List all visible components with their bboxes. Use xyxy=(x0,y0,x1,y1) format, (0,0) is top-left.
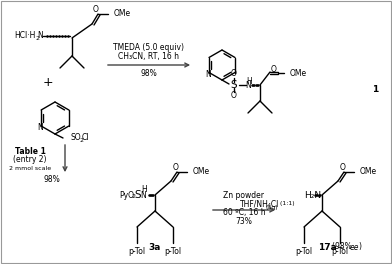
Text: ee: ee xyxy=(350,243,359,252)
Text: p-Tol: p-Tol xyxy=(332,247,348,256)
Text: p-Tol: p-Tol xyxy=(164,247,181,256)
Text: 98%: 98% xyxy=(141,68,157,78)
Text: OMe: OMe xyxy=(360,167,377,177)
Text: THF/NH₄Cl: THF/NH₄Cl xyxy=(240,200,279,209)
Text: N: N xyxy=(205,70,211,79)
Text: OMe: OMe xyxy=(193,167,210,177)
Text: O: O xyxy=(231,69,237,78)
Text: 73%: 73% xyxy=(236,218,252,227)
Text: 98%: 98% xyxy=(44,176,60,185)
Text: H: H xyxy=(141,186,147,195)
Text: 2: 2 xyxy=(35,35,39,40)
Text: S: S xyxy=(230,80,237,90)
Text: (entry 2): (entry 2) xyxy=(13,155,47,164)
Text: +: + xyxy=(43,76,53,88)
Text: S: S xyxy=(134,190,141,200)
Text: 2: 2 xyxy=(80,138,84,143)
Text: OMe: OMe xyxy=(114,10,131,18)
Text: H₂N: H₂N xyxy=(304,191,321,200)
Text: (aq): (aq) xyxy=(266,205,278,210)
Text: (98%: (98% xyxy=(332,243,354,252)
Text: OMe: OMe xyxy=(290,68,307,78)
Text: 2 mmol scale: 2 mmol scale xyxy=(9,166,51,171)
Text: 1: 1 xyxy=(372,86,378,95)
Text: H: H xyxy=(246,77,252,86)
Text: O: O xyxy=(340,163,346,172)
Text: N: N xyxy=(245,81,251,89)
Text: 17a: 17a xyxy=(318,243,337,252)
Text: O: O xyxy=(231,92,237,101)
Text: O: O xyxy=(173,163,179,172)
Text: (1:1): (1:1) xyxy=(278,201,295,206)
Text: N: N xyxy=(140,191,146,200)
Text: ): ) xyxy=(358,243,361,252)
Text: O: O xyxy=(271,64,277,73)
Text: N: N xyxy=(37,31,43,40)
Text: O: O xyxy=(93,6,99,15)
Text: PyO: PyO xyxy=(119,191,134,200)
Text: 2: 2 xyxy=(132,195,136,200)
Text: SO: SO xyxy=(71,134,82,143)
Text: p-Tol: p-Tol xyxy=(296,247,312,256)
Text: Table 1: Table 1 xyxy=(15,148,45,157)
Text: CH₃CN, RT, 16 h: CH₃CN, RT, 16 h xyxy=(118,53,180,62)
Text: N: N xyxy=(37,124,43,133)
Text: 3a: 3a xyxy=(149,243,161,252)
Text: HCl·H: HCl·H xyxy=(14,31,35,40)
Text: p-Tol: p-Tol xyxy=(129,247,145,256)
Text: 60 ºC, 16 h: 60 ºC, 16 h xyxy=(223,209,265,218)
Text: TMEDA (5.0 equiv): TMEDA (5.0 equiv) xyxy=(114,44,185,53)
Text: Cl: Cl xyxy=(82,134,89,143)
Text: Zn powder: Zn powder xyxy=(223,191,265,200)
